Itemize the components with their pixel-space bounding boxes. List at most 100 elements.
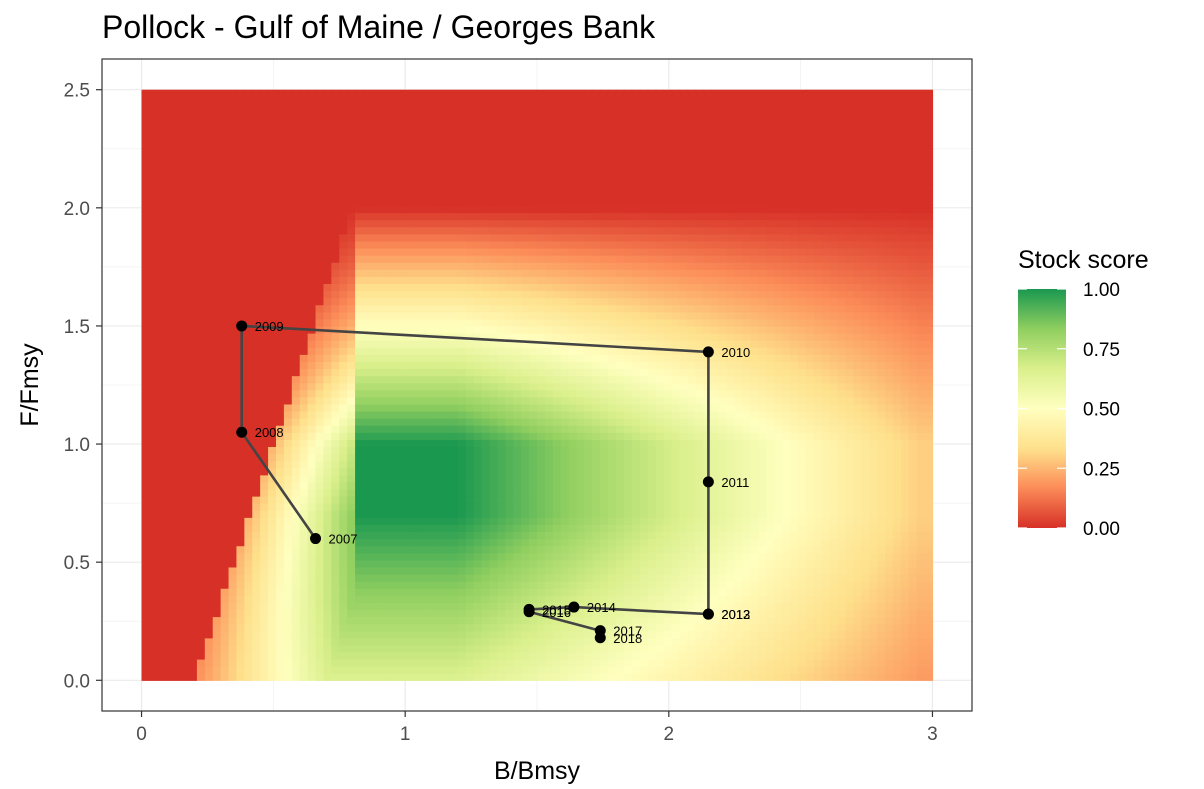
heatmap-cell	[521, 184, 530, 192]
heatmap-cell	[592, 467, 601, 476]
heatmap-cell	[568, 233, 578, 242]
heatmap-cell	[299, 141, 309, 150]
heatmap-cell	[497, 609, 506, 618]
heatmap-cell	[157, 389, 166, 398]
heatmap-cell	[370, 659, 380, 667]
heatmap-cell	[189, 581, 198, 589]
heatmap-cell	[228, 141, 238, 150]
heatmap-cell	[402, 177, 412, 185]
heatmap-cell	[450, 410, 459, 419]
heatmap-cell	[497, 659, 506, 667]
heatmap-cell	[457, 382, 467, 391]
heatmap-cell	[339, 425, 348, 433]
heatmap-cell	[402, 255, 412, 263]
heatmap-cell	[260, 595, 269, 603]
heatmap-cell	[307, 474, 317, 483]
heatmap-cell	[173, 148, 182, 157]
heatmap-cell	[529, 538, 538, 547]
heatmap-cell	[173, 89, 182, 93]
heatmap-cell	[402, 290, 412, 299]
heatmap-cell	[529, 247, 538, 256]
heatmap-cell	[560, 148, 570, 157]
heatmap-cell	[537, 212, 546, 221]
heatmap-cell	[276, 382, 285, 391]
heatmap-cell	[370, 219, 380, 228]
heatmap-cell	[347, 559, 356, 568]
heatmap-cell	[283, 340, 293, 348]
heatmap-cell	[505, 283, 514, 292]
heatmap-cell	[323, 545, 332, 554]
heatmap-cell	[276, 212, 285, 221]
heatmap-cell	[220, 524, 230, 533]
heatmap-cell	[497, 184, 506, 192]
heatmap-cell	[189, 481, 198, 490]
heatmap-cell	[228, 453, 238, 462]
heatmap-cell	[165, 290, 174, 299]
heatmap-cell	[418, 503, 427, 511]
heatmap-cell	[592, 496, 601, 504]
heatmap-cell	[370, 198, 380, 207]
heatmap-cell	[323, 177, 332, 185]
heatmap-cell	[283, 89, 293, 93]
heatmap-cell	[323, 616, 332, 625]
heatmap-cell	[220, 347, 230, 355]
heatmap-cell	[457, 340, 467, 348]
heatmap-cell	[173, 212, 182, 221]
heatmap-cell	[141, 141, 151, 150]
heatmap-cell	[149, 255, 158, 263]
heatmap-cell	[347, 467, 356, 476]
heatmap-cell	[505, 531, 514, 540]
heatmap-cell	[331, 382, 340, 391]
heatmap-cell	[363, 432, 372, 440]
heatmap-cell	[584, 425, 593, 433]
heatmap-cell	[260, 396, 269, 405]
heatmap-cell	[157, 361, 166, 370]
heatmap-cell	[521, 382, 530, 391]
heatmap-cell	[418, 184, 427, 192]
heatmap-cell	[600, 609, 609, 618]
heatmap-cell	[513, 155, 522, 164]
heatmap-cell	[212, 276, 222, 285]
heatmap-cell	[260, 637, 269, 646]
heatmap-cell	[299, 162, 309, 171]
heatmap-cell	[410, 403, 419, 412]
heatmap-cell	[529, 545, 538, 554]
heatmap-cell	[410, 198, 419, 207]
heatmap-cell	[260, 573, 269, 582]
heatmap-cell	[386, 283, 396, 292]
heatmap-cell	[481, 403, 491, 412]
heatmap-cell	[228, 99, 238, 107]
heatmap-cell	[212, 368, 222, 377]
heatmap-cell	[260, 148, 269, 157]
heatmap-cell	[513, 531, 522, 540]
heatmap-cell	[244, 481, 253, 490]
heatmap-cell	[529, 382, 538, 391]
heatmap-cell	[529, 524, 538, 533]
heatmap-cell	[212, 162, 222, 171]
heatmap-cell	[370, 177, 380, 185]
heatmap-cell	[283, 382, 293, 391]
heatmap-cell	[355, 595, 364, 603]
heatmap-cell	[355, 191, 364, 199]
heatmap-cell	[529, 467, 538, 476]
heatmap-cell	[323, 262, 332, 270]
heatmap-cell	[212, 496, 222, 504]
heatmap-cell	[268, 127, 277, 136]
heatmap-cell	[592, 219, 601, 228]
heatmap-cell	[323, 134, 332, 143]
heatmap-cell	[450, 297, 459, 306]
heatmap-cell	[260, 191, 269, 199]
heatmap-cell	[268, 524, 277, 533]
heatmap-cell	[434, 184, 443, 192]
heatmap-cell	[228, 630, 238, 639]
heatmap-cell	[228, 673, 238, 681]
heatmap-cell	[252, 503, 261, 511]
heatmap-cell	[426, 311, 435, 320]
heatmap-cell	[584, 659, 593, 667]
heatmap-cell	[276, 240, 285, 249]
heatmap-cell	[465, 297, 475, 306]
heatmap-cell	[434, 503, 443, 511]
heatmap-cell	[276, 134, 285, 143]
heatmap-cell	[402, 262, 412, 270]
heatmap-cell	[149, 283, 158, 292]
